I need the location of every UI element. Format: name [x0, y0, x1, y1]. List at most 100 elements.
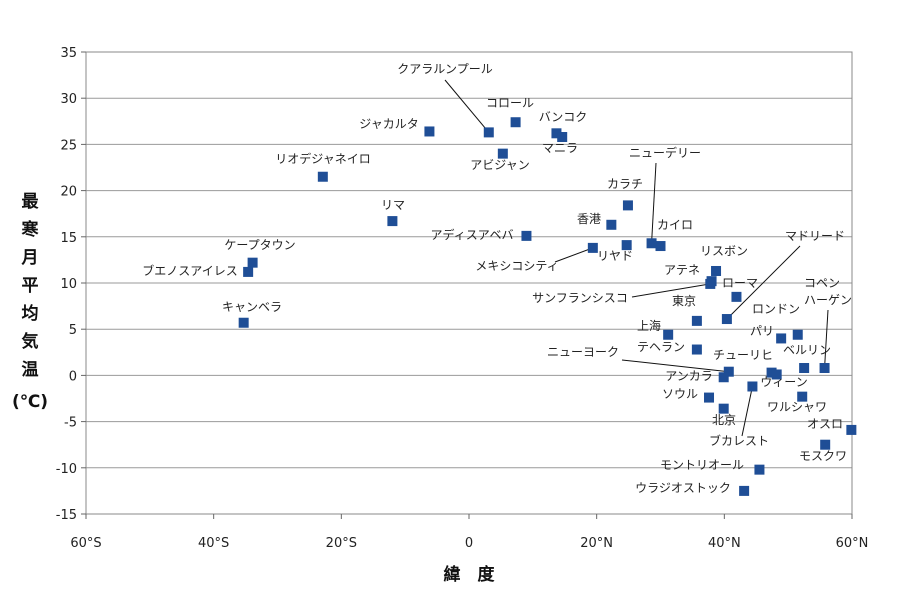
- x-tick-label: 20°N: [580, 536, 613, 551]
- point-label: ローマ: [722, 276, 758, 290]
- y-tick-label: 35: [60, 46, 77, 61]
- leader-line: [726, 245, 801, 320]
- point-label: カイロ: [657, 218, 693, 232]
- point-label: リヤド: [597, 249, 633, 263]
- data-point: [646, 238, 657, 249]
- leader-line: [651, 162, 657, 244]
- y-axis-title-char: 均: [22, 303, 39, 324]
- data-point: [711, 265, 722, 276]
- data-point: [691, 315, 702, 326]
- y-axis-title-char: 平: [22, 276, 39, 296]
- data-point: [317, 171, 328, 182]
- y-axis-ticks: -15 -10 -5 0 5 10 15 20 25 30 35: [56, 46, 86, 523]
- data-point: [497, 148, 508, 159]
- leader-line: [741, 386, 753, 437]
- point-label: アビジャン: [470, 158, 529, 172]
- point-label: チューリヒ: [713, 348, 773, 362]
- data-point: [771, 369, 782, 380]
- data-point: [820, 439, 831, 450]
- point-label: ブカレスト: [709, 433, 769, 448]
- point-label: アディスアベバ: [431, 227, 514, 242]
- point-label: サンフランシスコ: [532, 291, 628, 305]
- data-point: [718, 372, 729, 383]
- point-label: テヘラン: [637, 340, 685, 354]
- y-axis-title-unit: (℃): [12, 392, 48, 412]
- point-label: ジャカルタ: [359, 117, 418, 131]
- point-label: ニューヨーク: [547, 345, 619, 359]
- point-label: モントリオール: [660, 458, 744, 472]
- data-point: [731, 291, 742, 302]
- y-axis-title-char: 気: [21, 331, 39, 352]
- point-label: ケープタウン: [224, 238, 295, 252]
- data-point: [606, 219, 617, 230]
- data-point: [247, 257, 258, 268]
- leader-line: [444, 79, 490, 133]
- point-label: アンカラ: [665, 369, 713, 383]
- point-label: ニューデリー: [629, 145, 701, 160]
- point-label: ウィーン: [760, 375, 807, 389]
- point-label: カラチ: [607, 177, 643, 191]
- y-tick-label: 30: [60, 92, 77, 107]
- point-label: バンコク: [539, 110, 588, 124]
- point-label: メキシコシティ: [475, 259, 558, 273]
- point-label: オスロ: [807, 417, 843, 431]
- y-axis-title-char: 寒: [22, 219, 39, 240]
- x-tick-label: 40°S: [198, 536, 229, 551]
- data-point: [621, 240, 632, 251]
- x-axis-title: 緯 度: [444, 564, 496, 585]
- y-tick-label: 20: [60, 185, 77, 200]
- data-point: [754, 464, 765, 475]
- data-point: [521, 230, 532, 241]
- point-label: リマ: [381, 198, 405, 212]
- y-tick-label: 15: [60, 231, 77, 246]
- data-point: [691, 344, 702, 355]
- data-point: [663, 329, 674, 340]
- y-tick-label: -5: [64, 416, 77, 431]
- point-label: ソウル: [662, 387, 698, 401]
- point-label: 香港: [577, 212, 601, 226]
- data-point: [557, 132, 568, 143]
- point-label: パリ: [750, 324, 774, 338]
- y-axis-title-char: 温: [22, 360, 39, 380]
- data-point: [622, 200, 633, 211]
- y-tick-label: 10: [60, 277, 77, 292]
- point-label: 東京: [672, 294, 696, 308]
- point-label: 北京: [712, 413, 736, 427]
- data-point: [705, 278, 716, 289]
- x-axis-ticks: 60°S 40°S 20°S 0 20°N 40°N 60°N: [70, 514, 868, 551]
- leader-line: [631, 283, 711, 298]
- point-label: リオデジャネイロ: [275, 151, 370, 166]
- data-point: [721, 314, 732, 325]
- point-label: マニラ: [542, 141, 578, 155]
- leader-line: [824, 309, 829, 369]
- point-label: ワルシャワ: [767, 400, 827, 414]
- point-label: リスボン: [700, 244, 748, 258]
- point-label: ウラジオストック: [635, 481, 731, 495]
- data-point: [799, 363, 810, 374]
- data-point: [797, 391, 808, 402]
- y-tick-label: -15: [56, 508, 77, 523]
- data-point: [723, 366, 734, 377]
- data-point: [704, 392, 715, 403]
- leader-lines: [444, 79, 829, 437]
- point-label: モスクワ: [799, 449, 847, 463]
- data-point: [766, 367, 777, 378]
- data-point: [747, 381, 758, 392]
- y-axis-title-char: 月: [21, 248, 39, 268]
- x-tick-label: 60°S: [70, 536, 101, 551]
- data-point: [387, 216, 398, 227]
- x-tick-label: 20°S: [326, 536, 357, 551]
- point-label: ブエノスアイレス: [142, 263, 237, 278]
- point-label: ハーゲン: [804, 293, 852, 307]
- x-tick-label: 60°N: [836, 536, 869, 551]
- leader-line: [554, 247, 594, 263]
- point-label: アテネ: [664, 263, 700, 277]
- data-point: [510, 117, 521, 128]
- y-tick-label: 5: [69, 323, 77, 338]
- point-label: コロール: [486, 96, 534, 110]
- data-point: [792, 329, 803, 340]
- y-tick-label: 25: [60, 138, 77, 153]
- y-axis-title-char: 最: [22, 192, 40, 212]
- x-tick-label: 0: [465, 536, 473, 551]
